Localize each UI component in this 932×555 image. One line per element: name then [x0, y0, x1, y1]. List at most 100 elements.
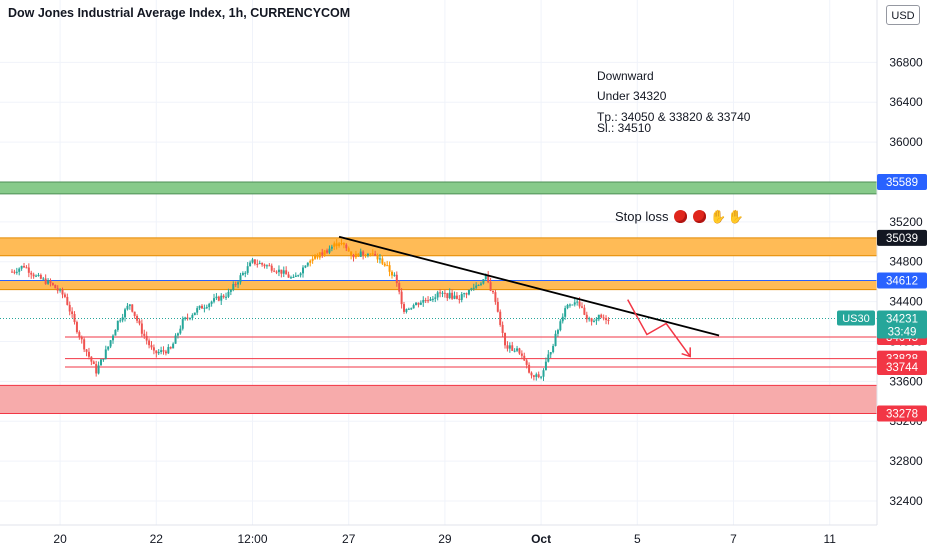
- time-tick-label: Oct: [531, 532, 551, 546]
- candle: [559, 321, 562, 331]
- candle: [35, 275, 38, 277]
- symbol-tag: US30: [842, 313, 870, 325]
- candle: [251, 259, 254, 263]
- candle: [49, 280, 52, 284]
- price-tag: 33744: [886, 362, 919, 374]
- candle: [68, 304, 71, 312]
- candle: [542, 370, 545, 377]
- candles: [11, 239, 610, 381]
- candle: [282, 270, 285, 274]
- candle: [186, 317, 189, 319]
- candle: [338, 243, 341, 246]
- candle: [87, 351, 90, 357]
- candle: [585, 314, 588, 320]
- price-tick-label: 35200: [889, 215, 923, 229]
- candle: [83, 339, 86, 350]
- candle: [107, 346, 110, 350]
- candle: [150, 345, 153, 348]
- candle: [232, 284, 235, 290]
- candle: [239, 275, 242, 283]
- candle: [607, 319, 610, 321]
- arrow-head-icon: [681, 347, 691, 358]
- candle: [605, 318, 608, 320]
- candle: [352, 254, 355, 258]
- candle: [395, 274, 398, 284]
- candle: [489, 282, 492, 291]
- time-tick-label: 5: [634, 532, 641, 546]
- candle: [376, 255, 379, 260]
- candle: [554, 333, 557, 346]
- candle: [277, 269, 280, 273]
- note-direction: Downward: [597, 69, 654, 83]
- candle: [47, 280, 50, 284]
- candle: [15, 271, 18, 273]
- candle: [602, 317, 605, 319]
- candle: [354, 253, 357, 258]
- candle: [169, 347, 172, 349]
- price-tag-bg: [877, 229, 927, 246]
- candle: [535, 374, 538, 377]
- candle: [487, 275, 490, 283]
- candle: [364, 254, 367, 256]
- candle: [179, 328, 182, 334]
- candle: [138, 320, 141, 324]
- candle: [203, 307, 206, 309]
- candle: [321, 252, 324, 255]
- candle: [258, 263, 261, 265]
- candle: [78, 332, 81, 337]
- candle: [261, 263, 264, 265]
- candle: [39, 274, 42, 279]
- time-tick-label: 11: [823, 532, 836, 546]
- candle: [222, 295, 225, 298]
- currency-selector[interactable]: USD: [886, 5, 920, 25]
- candle: [119, 320, 122, 322]
- candle: [458, 298, 461, 300]
- candle: [523, 355, 526, 361]
- candle: [405, 309, 408, 312]
- candle: [160, 350, 163, 352]
- candle: [501, 324, 504, 333]
- candle: [328, 248, 331, 253]
- price-tag: 35589: [886, 177, 918, 189]
- candle: [85, 349, 88, 352]
- candle: [335, 243, 338, 246]
- candle: [540, 376, 543, 378]
- candle: [268, 265, 271, 267]
- candle: [145, 335, 148, 341]
- price-tag: 35039: [886, 233, 918, 245]
- candle: [443, 292, 446, 294]
- drawings: [338, 235, 720, 358]
- candle: [429, 299, 432, 301]
- candle: [273, 270, 276, 272]
- candle: [176, 333, 179, 336]
- candle: [66, 296, 69, 305]
- zone-resistance: [0, 280, 877, 290]
- candle: [292, 276, 295, 278]
- candle: [116, 320, 119, 330]
- time-axis-bg: [0, 525, 932, 550]
- candle: [463, 293, 466, 295]
- candle: [102, 358, 105, 360]
- candle: [167, 347, 170, 354]
- price-tag-bg: [877, 272, 927, 289]
- candle: [32, 274, 35, 277]
- price-tick-label: 36800: [889, 55, 923, 69]
- candle: [229, 289, 232, 292]
- candle: [439, 292, 442, 294]
- candle: [95, 364, 98, 374]
- candle: [422, 299, 425, 303]
- candle: [162, 350, 165, 352]
- candle: [220, 295, 223, 301]
- candle: [451, 292, 454, 299]
- candle: [200, 305, 203, 309]
- candle: [561, 316, 564, 322]
- candle: [54, 284, 57, 289]
- chart-title: Dow Jones Industrial Average Index, 1h, …: [8, 6, 351, 20]
- candle: [340, 242, 343, 244]
- candle: [410, 308, 413, 310]
- candle: [588, 318, 591, 320]
- candle: [114, 329, 117, 336]
- candle: [140, 323, 143, 334]
